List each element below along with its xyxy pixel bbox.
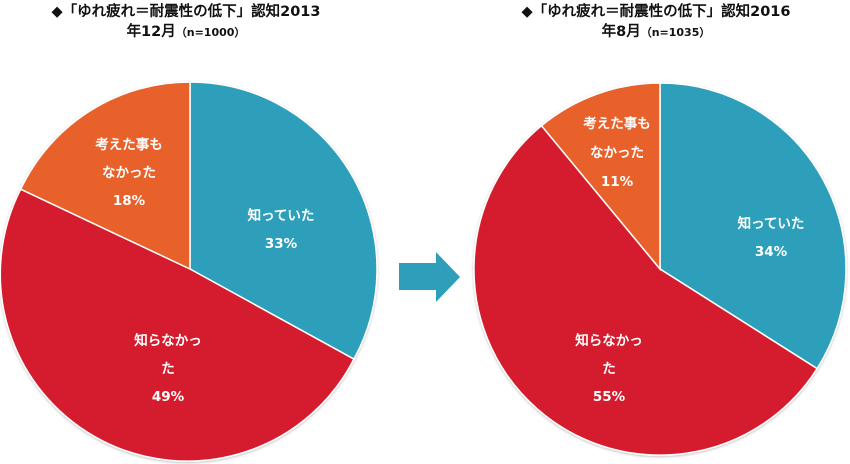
pct-known: 34%	[755, 244, 788, 260]
label-never-thought-1: 考えた事も	[95, 136, 163, 153]
slice-never-thought	[19, 81, 191, 271]
pie-chart-2016	[473, 82, 847, 456]
title-date: 年12月	[126, 24, 176, 40]
pie-chart-2013	[0, 81, 378, 462]
chart-title-2016: ◆「ゆれ疲れ＝耐震性の低下」認知2016 年8月（n=1035）	[470, 2, 842, 43]
title-line-2: 年12月（n=1000）	[0, 22, 372, 43]
slice-known	[659, 82, 847, 370]
label-not-known-2: た	[161, 361, 175, 377]
title-line-1: ◆「ゆれ疲れ＝耐震性の低下」認知2016	[521, 4, 791, 20]
label-not-known-2: た	[602, 361, 616, 377]
sample-size: （n=1035）	[640, 26, 711, 39]
label-known: 知っていた	[738, 215, 805, 232]
label-not-known-1: 知らなかっ	[575, 332, 643, 349]
label-never-thought-1: 考えた事も	[583, 115, 651, 132]
pct-never-thought: 18%	[113, 193, 146, 209]
label-known: 知っていた	[248, 207, 315, 224]
label-never-thought-2: なかった	[102, 165, 156, 181]
label-not-known-1: 知らなかっ	[134, 332, 202, 349]
slice-not-known	[0, 188, 355, 462]
pct-known: 33%	[265, 236, 298, 252]
title-line-2: 年8月（n=1035）	[470, 22, 842, 43]
chart-title-2013: ◆「ゆれ疲れ＝耐震性の低下」認知2013 年12月（n=1000）	[0, 2, 372, 43]
slice-known	[189, 81, 378, 361]
title-date: 年8月	[601, 24, 641, 40]
title-line-1: ◆「ゆれ疲れ＝耐震性の低下」認知2013	[51, 4, 321, 20]
pct-not-known: 55%	[593, 389, 626, 405]
pie-labels-2013: 知っていた 33% 知らなかっ た 49% 考えた事も なかった 18%	[95, 136, 314, 405]
pie-labels-2016: 知っていた 34% 知らなかっ た 55% 考えた事も なかった 11%	[575, 115, 804, 405]
right-arrow-icon	[399, 252, 460, 302]
label-never-thought-2: なかった	[590, 145, 644, 161]
sample-size: （n=1000）	[175, 26, 246, 39]
pct-never-thought: 11%	[601, 174, 634, 190]
slice-not-known	[473, 124, 819, 456]
slice-never-thought	[540, 82, 661, 272]
pct-not-known: 49%	[152, 389, 185, 405]
